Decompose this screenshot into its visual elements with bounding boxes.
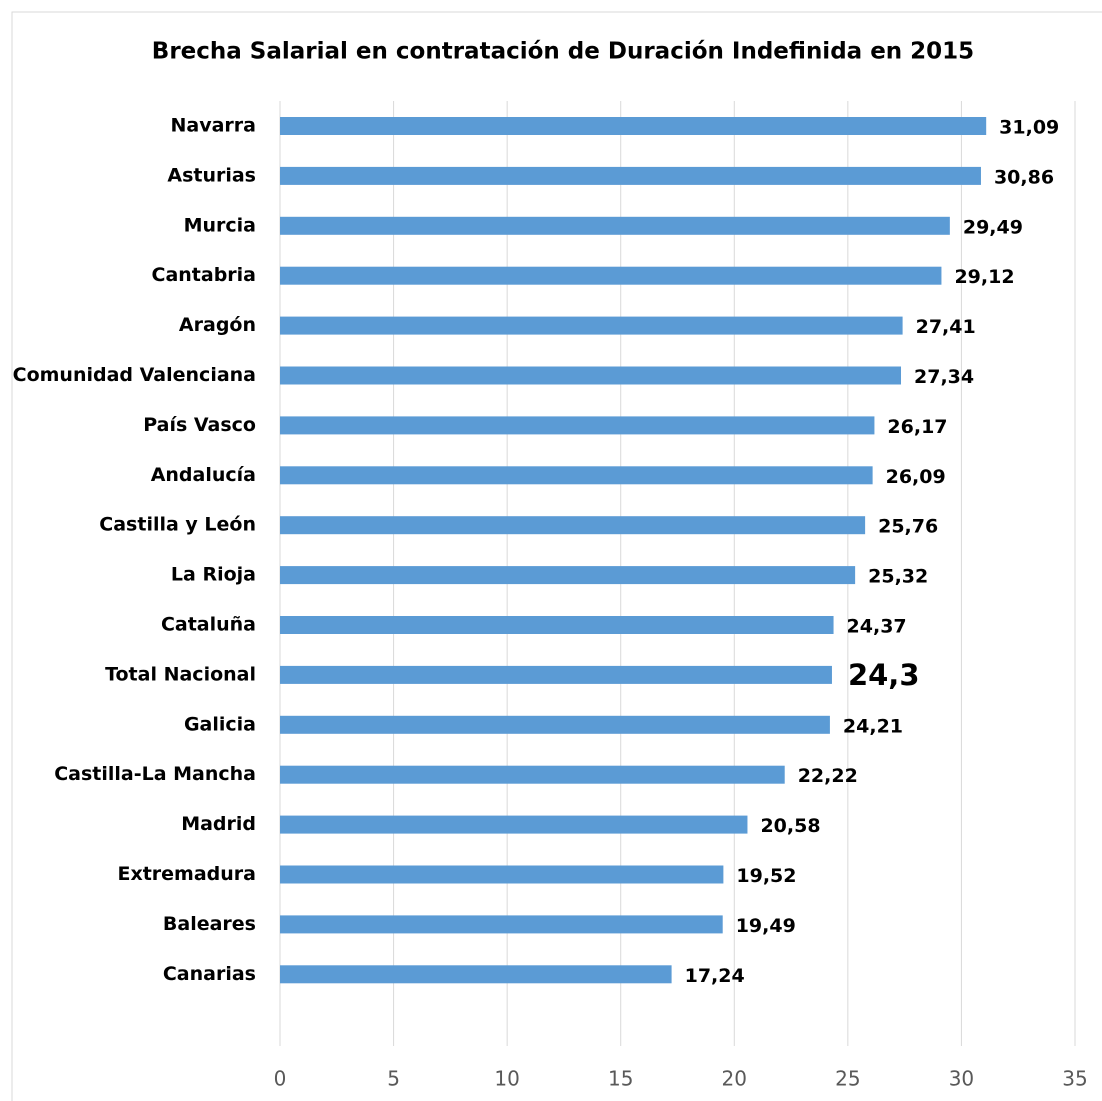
category-label: Comunidad Valenciana: [13, 364, 256, 386]
category-label: Castilla y León: [99, 514, 256, 536]
bar: [280, 965, 672, 984]
category-label: Navarra: [171, 115, 257, 137]
bar: [280, 516, 866, 535]
bar: [280, 765, 785, 784]
category-label: Aragón: [179, 314, 256, 336]
bar: [280, 915, 723, 934]
x-tick-label: 20: [722, 1067, 747, 1091]
value-label: 26,09: [886, 466, 946, 488]
category-label: Baleares: [163, 913, 256, 935]
bar: [280, 815, 748, 834]
bar: [280, 865, 724, 884]
value-label: 24,21: [843, 715, 903, 737]
category-label: Castilla-La Mancha: [54, 763, 256, 785]
bar: [280, 366, 902, 385]
chart-title: Brecha Salarial en contratación de Durac…: [152, 39, 974, 65]
value-label: 17,24: [685, 965, 745, 987]
bar: [280, 616, 834, 634]
bar: [280, 665, 832, 684]
bar: [280, 166, 981, 185]
value-label: 29,49: [963, 216, 1023, 238]
x-tick-label: 0: [274, 1067, 287, 1091]
category-label: Cataluña: [161, 614, 256, 636]
x-tick-label: 35: [1062, 1067, 1087, 1091]
value-label: 27,41: [916, 316, 976, 338]
category-label: Total Nacional: [105, 663, 256, 685]
category-label: Extremadura: [117, 863, 256, 885]
value-label: 22,22: [798, 765, 858, 787]
value-label: 24,3: [848, 658, 920, 692]
value-label: 25,32: [868, 566, 928, 588]
value-label: 19,49: [736, 915, 796, 937]
bar: [280, 216, 950, 235]
x-tick-label: 10: [494, 1067, 519, 1091]
category-label: La Rioja: [171, 564, 256, 586]
category-label: Canarias: [163, 963, 256, 985]
bar: [280, 266, 942, 285]
value-label: 25,76: [878, 516, 938, 538]
bar: [280, 416, 875, 435]
value-label: 24,37: [847, 616, 907, 638]
value-label: 26,17: [887, 416, 947, 438]
category-label: Madrid: [181, 813, 256, 835]
bar: [280, 466, 873, 485]
x-tick-label: 5: [387, 1067, 400, 1091]
value-label: 31,09: [999, 117, 1059, 139]
bar: [280, 715, 830, 734]
bar: [280, 316, 903, 335]
category-label: Murcia: [184, 214, 256, 236]
category-label: Andalucía: [151, 464, 256, 486]
value-label: 19,52: [736, 865, 796, 887]
value-label: 20,58: [760, 815, 820, 837]
bar: [280, 566, 856, 585]
category-label: Galicia: [184, 713, 256, 735]
x-tick-label: 15: [608, 1067, 633, 1091]
value-label: 30,86: [994, 166, 1054, 188]
value-label: 27,34: [914, 366, 974, 388]
category-label: Asturias: [167, 164, 256, 186]
x-tick-label: 25: [835, 1067, 860, 1091]
category-label: País Vasco: [143, 414, 256, 436]
bar: [280, 117, 987, 135]
x-tick-label: 30: [949, 1067, 974, 1091]
value-label: 29,12: [954, 266, 1014, 288]
category-label: Cantabria: [152, 264, 257, 286]
